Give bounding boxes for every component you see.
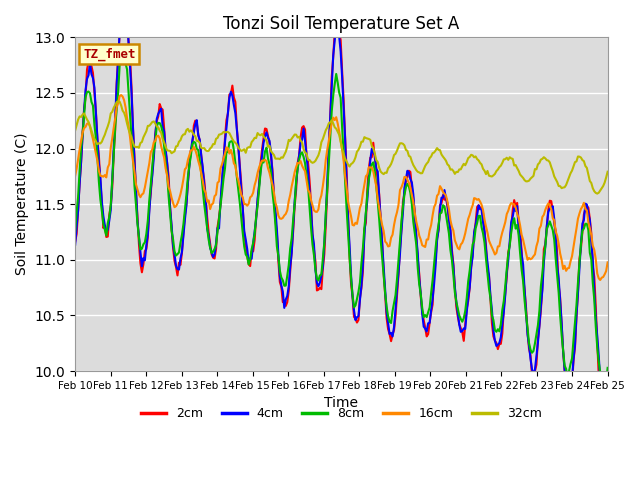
2cm — [232, 99, 239, 105]
Line: 32cm: 32cm — [75, 101, 607, 193]
16cm — [71, 173, 79, 179]
32cm — [115, 98, 122, 104]
4cm — [232, 110, 239, 116]
4cm — [306, 187, 314, 193]
16cm — [604, 260, 611, 265]
X-axis label: Time: Time — [324, 396, 358, 410]
2cm — [575, 256, 583, 262]
32cm — [575, 154, 583, 159]
32cm — [250, 137, 257, 143]
2cm — [250, 249, 257, 254]
16cm — [250, 190, 257, 196]
4cm — [138, 264, 146, 269]
4cm — [575, 265, 583, 271]
8cm — [71, 228, 79, 234]
Title: Tonzi Soil Temperature Set A: Tonzi Soil Temperature Set A — [223, 15, 460, 33]
2cm — [604, 389, 611, 395]
32cm — [138, 139, 146, 145]
16cm — [306, 190, 314, 195]
Legend: 2cm, 4cm, 8cm, 16cm, 32cm: 2cm, 4cm, 8cm, 16cm, 32cm — [136, 402, 547, 425]
32cm — [593, 191, 601, 196]
2cm — [306, 177, 314, 183]
32cm — [232, 140, 239, 145]
16cm — [138, 192, 146, 197]
4cm — [120, 0, 128, 5]
Line: 4cm: 4cm — [75, 2, 607, 408]
8cm — [258, 157, 266, 163]
2cm — [71, 239, 79, 245]
8cm — [575, 260, 583, 266]
8cm — [232, 160, 239, 166]
16cm — [575, 211, 583, 216]
8cm — [138, 246, 146, 252]
4cm — [71, 242, 79, 248]
4cm — [604, 379, 611, 384]
32cm — [71, 128, 79, 133]
Y-axis label: Soil Temperature (C): Soil Temperature (C) — [15, 133, 29, 276]
4cm — [250, 240, 257, 246]
16cm — [117, 92, 125, 98]
8cm — [250, 240, 257, 246]
32cm — [258, 131, 266, 137]
Line: 2cm: 2cm — [75, 0, 607, 416]
4cm — [601, 406, 609, 411]
2cm — [258, 147, 266, 153]
8cm — [119, 51, 127, 57]
Text: TZ_fmet: TZ_fmet — [83, 48, 136, 60]
8cm — [599, 391, 607, 396]
2cm — [138, 269, 146, 275]
Line: 16cm: 16cm — [75, 95, 607, 280]
16cm — [232, 163, 239, 168]
32cm — [604, 169, 611, 175]
4cm — [258, 153, 266, 158]
32cm — [306, 157, 314, 163]
2cm — [599, 413, 607, 419]
16cm — [596, 277, 604, 283]
Line: 8cm: 8cm — [75, 54, 607, 394]
8cm — [604, 365, 611, 371]
8cm — [306, 203, 314, 209]
16cm — [258, 158, 266, 164]
